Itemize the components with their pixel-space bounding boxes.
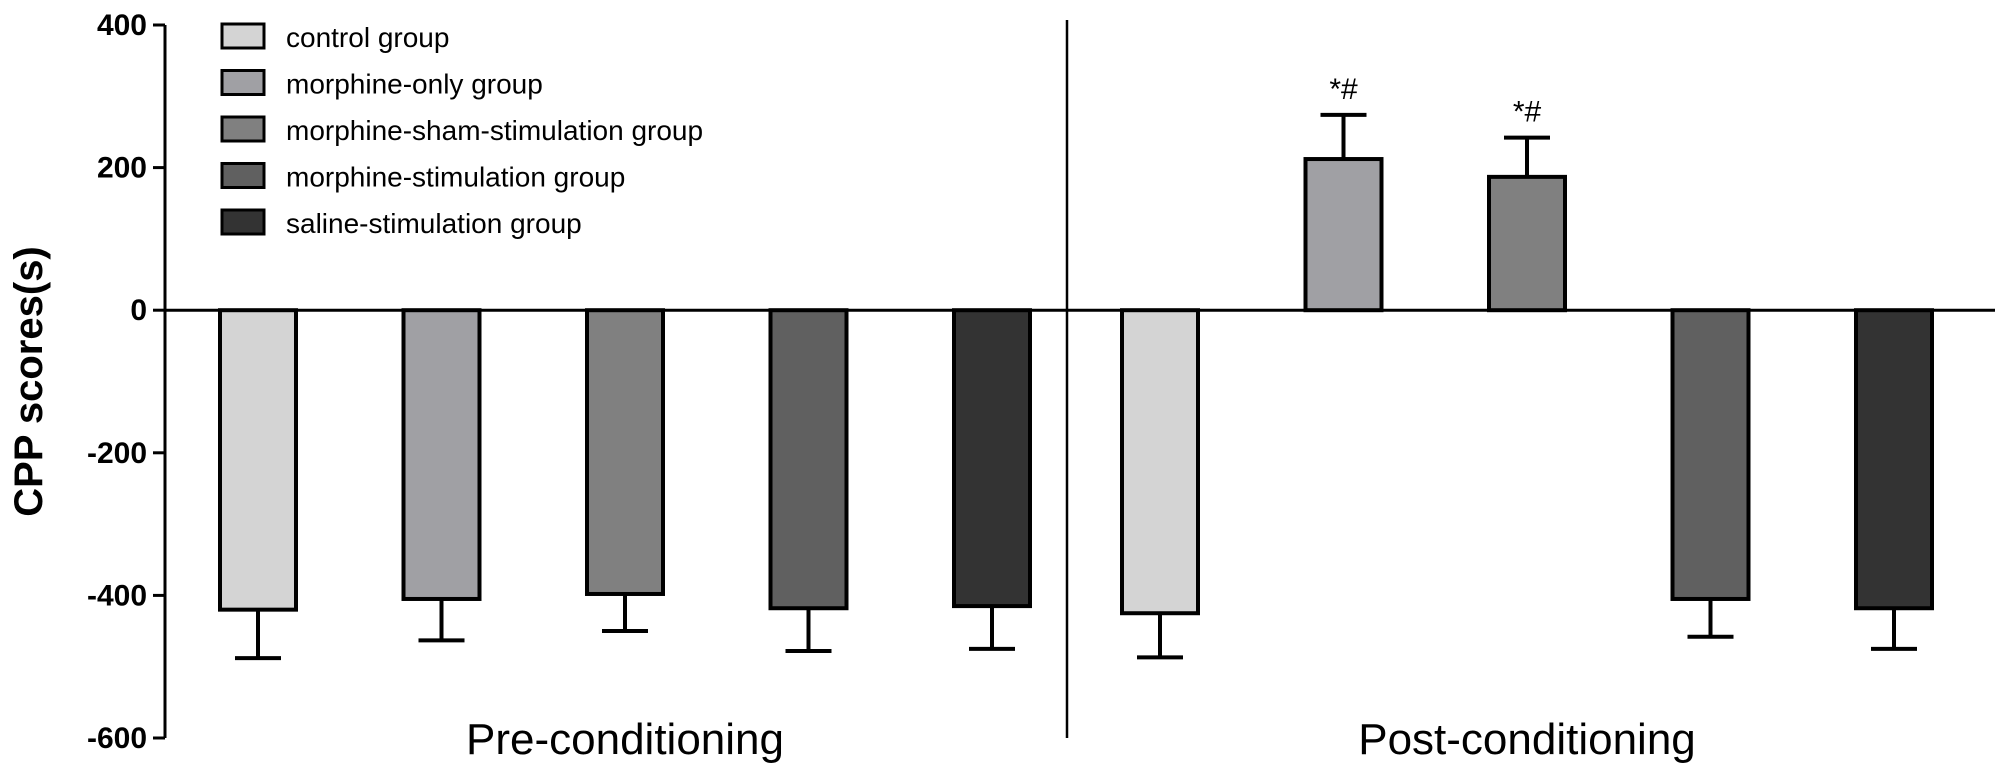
legend-label: control group <box>286 22 449 53</box>
bar <box>1854 308 1934 611</box>
bar <box>1120 308 1200 616</box>
legend-swatch <box>220 22 266 50</box>
significance-label: *# <box>1329 73 1358 106</box>
legend-label: morphine-stimulation group <box>286 162 625 193</box>
y-axis-title: CPP scores(s) <box>7 246 51 517</box>
legend-label: morphine-only group <box>286 69 543 100</box>
significance-label: *# <box>1513 96 1542 129</box>
legend: control group morphine-only group morphine… <box>220 22 703 239</box>
x-category-label: Pre-conditioning <box>466 715 784 764</box>
y-tick-label: -600 <box>87 722 147 755</box>
bar <box>952 308 1032 609</box>
bar <box>401 308 482 601</box>
y-tick-label: 200 <box>97 152 147 185</box>
y-tick-label: -200 <box>87 437 147 470</box>
bars: *# *# <box>218 73 1934 661</box>
legend-label: saline-stimulation group <box>286 208 582 239</box>
legend-swatch <box>220 69 266 96</box>
x-category-label: Post-conditioning <box>1358 715 1696 764</box>
y-tick-label: -400 <box>87 579 147 612</box>
bar <box>768 308 849 611</box>
bar <box>218 308 298 612</box>
y-tick-label: 0 <box>130 294 147 327</box>
legend-swatch <box>220 115 266 143</box>
legend-label: morphine-sham-stimulation group <box>286 115 703 146</box>
legend-swatch <box>220 162 266 189</box>
legend-swatch <box>220 208 266 236</box>
bar <box>585 308 665 596</box>
bar <box>1487 174 1567 313</box>
bar <box>1303 157 1384 313</box>
bar <box>1670 308 1751 601</box>
y-tick-label: 400 <box>97 9 147 42</box>
